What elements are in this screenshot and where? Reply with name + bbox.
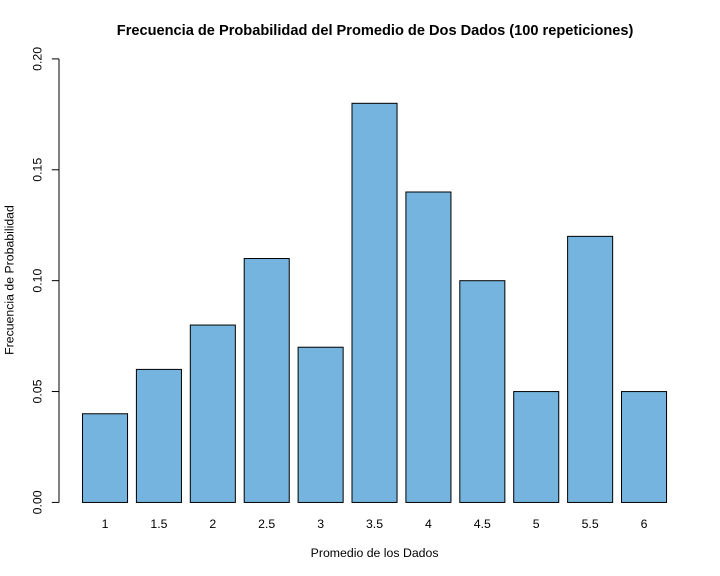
svg-text:4: 4 xyxy=(425,517,432,531)
svg-text:0.00: 0.00 xyxy=(31,490,45,514)
svg-text:0.20: 0.20 xyxy=(31,47,45,71)
svg-text:Frecuencia de Probabilidad del: Frecuencia de Probabilidad del Promedio … xyxy=(117,23,634,39)
svg-text:2: 2 xyxy=(209,517,216,531)
svg-text:0.05: 0.05 xyxy=(31,379,45,403)
svg-text:1.5: 1.5 xyxy=(150,517,167,531)
svg-text:3: 3 xyxy=(317,517,324,531)
svg-text:0.10: 0.10 xyxy=(31,269,45,293)
svg-text:Frecuencia de Probabilidad: Frecuencia de Probabilidad xyxy=(3,205,17,355)
svg-text:3.5: 3.5 xyxy=(366,517,383,531)
svg-text:5: 5 xyxy=(533,517,540,531)
svg-text:2.5: 2.5 xyxy=(258,517,275,531)
svg-text:0.15: 0.15 xyxy=(31,158,45,182)
svg-text:1: 1 xyxy=(102,517,109,531)
svg-text:4.5: 4.5 xyxy=(474,517,491,531)
svg-text:Promedio de los Dados: Promedio de los Dados xyxy=(311,546,439,560)
svg-text:6: 6 xyxy=(641,517,648,531)
svg-text:5.5: 5.5 xyxy=(582,517,599,531)
